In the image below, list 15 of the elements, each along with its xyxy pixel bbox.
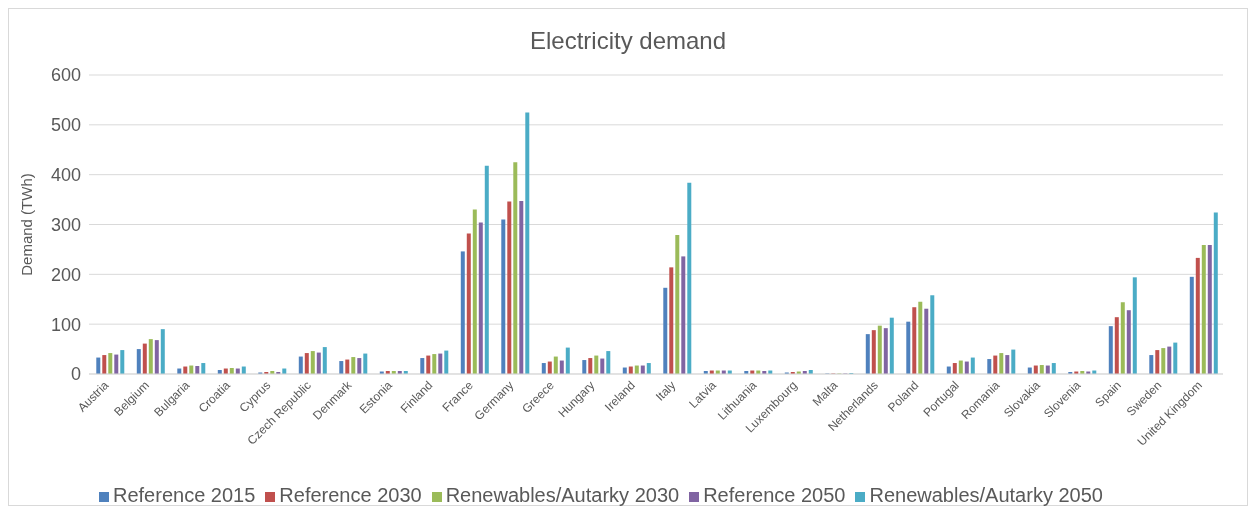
x-tick-label: Italy xyxy=(652,378,679,404)
legend-label: Renewables/Autarky 2050 xyxy=(869,484,1103,506)
chart-title: Electricity demand xyxy=(528,26,728,56)
legend-label: Renewables/Autarky 2030 xyxy=(445,484,680,506)
y-axis-title: Demand (TWh) xyxy=(18,173,36,276)
y-tick-label: 400 xyxy=(50,165,81,186)
legend-label: Reference 2050 xyxy=(703,484,846,506)
y-tick-label: 0 xyxy=(70,364,81,385)
y-tick-label: 200 xyxy=(50,264,81,285)
y-tick-label: 300 xyxy=(50,214,81,235)
y-tick-label: 500 xyxy=(50,115,81,136)
legend-label: Reference 2030 xyxy=(279,484,422,506)
y-tick-label: 600 xyxy=(50,65,81,86)
legend-label: Reference 2015 xyxy=(113,484,256,506)
y-tick-label: 100 xyxy=(50,314,81,335)
